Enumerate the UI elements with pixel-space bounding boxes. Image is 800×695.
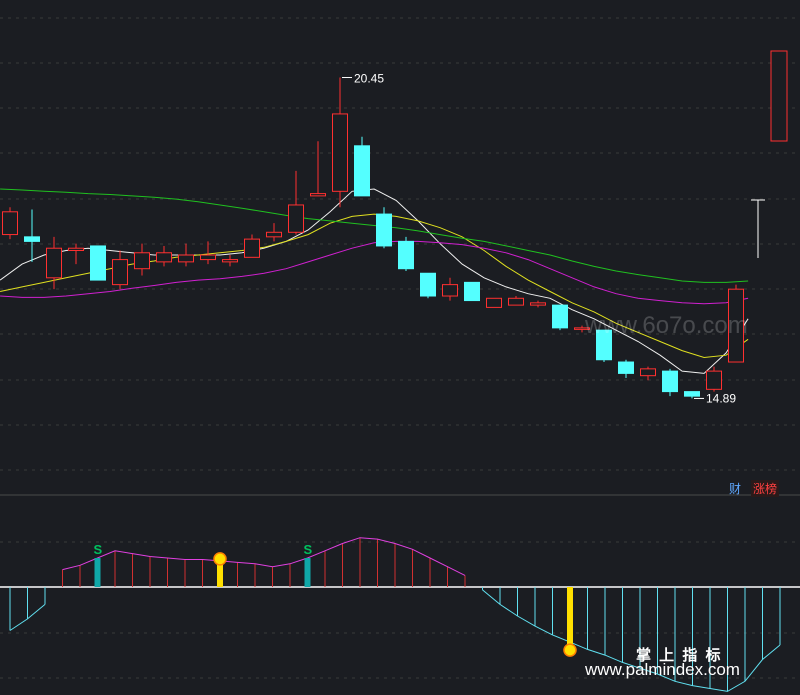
candle-28 — [618, 359, 634, 378]
t-marker — [751, 199, 765, 258]
candle-33 — [728, 284, 744, 363]
candle-body-6 — [134, 252, 150, 270]
candle-23 — [508, 296, 524, 306]
candle-body-33 — [728, 288, 744, 363]
low-price-label: 14.89 — [706, 391, 736, 405]
candle-body-32 — [706, 370, 722, 390]
candle-body-11 — [244, 238, 260, 258]
candle-body-27 — [596, 329, 612, 361]
candle-body-3 — [68, 247, 84, 251]
signal-down-circle-3 — [563, 643, 577, 657]
right-edge-candle — [770, 50, 788, 142]
candle-2 — [46, 236, 62, 290]
candle-10 — [222, 255, 238, 267]
candle-body-15 — [332, 113, 348, 192]
candle-7 — [156, 245, 172, 267]
high-price-label: 20.45 — [354, 72, 384, 86]
candle-13 — [288, 170, 304, 235]
candle-body-29 — [640, 368, 656, 377]
candle-body-12 — [266, 231, 282, 238]
candle-25 — [552, 304, 568, 331]
candle-body-23 — [508, 297, 524, 306]
candle-body-5 — [112, 259, 128, 286]
candle-body-22 — [486, 297, 502, 308]
candle-26 — [574, 325, 590, 333]
badge-cai[interactable]: 财 — [729, 482, 742, 496]
candle-0 — [2, 207, 18, 240]
candle-body-16 — [354, 145, 370, 197]
candle-27 — [596, 329, 612, 363]
watermark-top: www.6o7o.com — [585, 312, 748, 339]
candle-body-20 — [442, 284, 458, 297]
osc-pos-line — [62, 537, 466, 576]
oscillator-panel — [0, 537, 800, 692]
signal-yellow-bar-2 — [217, 560, 223, 587]
candle-11 — [244, 234, 260, 258]
badge-zhangbang[interactable]: 涨榜 — [751, 480, 780, 497]
signal-circle-2 — [213, 552, 227, 566]
osc-neg-line-early — [9, 604, 46, 631]
candle-body-31 — [684, 391, 700, 397]
signal-bar-1 — [304, 558, 311, 587]
candle-21 — [464, 281, 480, 302]
ma-line-0 — [0, 188, 749, 374]
signal-s-label-1: S — [304, 542, 313, 557]
candle-body-17 — [376, 213, 392, 247]
candle-body-18 — [398, 240, 414, 270]
candle-16 — [354, 136, 370, 197]
candle-12 — [266, 223, 282, 242]
candle-5 — [112, 250, 128, 290]
candle-body-24 — [530, 302, 546, 306]
right-edge-candle-body — [770, 50, 788, 142]
candle-30 — [662, 368, 678, 397]
candle-body-9 — [200, 254, 216, 261]
candle-body-0 — [2, 211, 18, 236]
candle-body-13 — [288, 204, 304, 233]
candle-32 — [706, 366, 722, 392]
candle-15 — [332, 77, 348, 208]
candle-18 — [398, 236, 414, 271]
osc-neg-line-late — [482, 589, 781, 692]
signal-bar-0 — [94, 558, 101, 587]
candle-14 — [310, 141, 326, 197]
candle-19 — [420, 272, 436, 299]
candle-9 — [200, 241, 216, 265]
candle-body-30 — [662, 370, 678, 393]
candle-body-26 — [574, 327, 590, 330]
grid-lines — [0, 17, 800, 679]
candle-29 — [640, 366, 656, 381]
candle-24 — [530, 300, 546, 308]
candle-body-2 — [46, 247, 62, 279]
candle-body-25 — [552, 304, 568, 329]
watermark-url: www.palmindex.com — [585, 660, 740, 679]
candle-body-14 — [310, 193, 326, 197]
candlestick-series — [2, 50, 788, 399]
candle-body-10 — [222, 259, 238, 263]
candle-body-8 — [178, 254, 194, 263]
price-labels: 20.45 14.89 — [342, 72, 736, 405]
candle-8 — [178, 243, 194, 267]
candle-1 — [24, 209, 40, 262]
candle-17 — [376, 207, 392, 249]
ma-line-2 — [0, 240, 749, 305]
candle-4 — [90, 245, 106, 281]
candle-body-7 — [156, 252, 172, 263]
signal-s-label-0: S — [94, 542, 103, 557]
candle-6 — [134, 243, 150, 276]
candle-22 — [486, 297, 502, 308]
candle-body-19 — [420, 272, 436, 297]
candle-body-28 — [618, 361, 634, 374]
candle-body-4 — [90, 245, 106, 281]
candle-body-1 — [24, 236, 40, 242]
signal-yellow-down-bar-3 — [567, 587, 573, 651]
watermark-cn: 掌 上 指 标 — [636, 647, 723, 664]
candle-3 — [68, 243, 84, 265]
candle-31 — [684, 391, 700, 399]
candle-20 — [442, 277, 458, 301]
ma-line-3 — [0, 188, 749, 283]
candle-body-21 — [464, 281, 480, 302]
